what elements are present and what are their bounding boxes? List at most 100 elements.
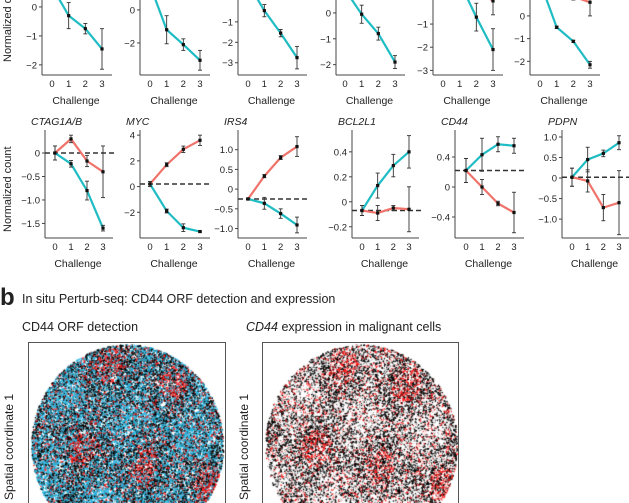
y-tick-label: −0.5 [21,172,40,183]
y-tick-label: 4 [130,131,135,142]
series-line-red [149,139,201,185]
y-tick-label: −1 [26,31,37,42]
series-line-red [361,206,410,215]
x-tick-label: 1 [262,79,267,90]
y-tick-label: −1.0 [214,224,233,235]
data-point [496,201,500,206]
x-axis-label: Challenge [150,95,197,107]
chart-panel-3: 0 −1 −2 0 1 2 3 Challenge [320,0,405,107]
data-point [555,25,559,29]
y-tick-label: 0.4 [334,147,347,158]
data-point [376,183,380,188]
x-tick-label: 2 [83,79,88,90]
series-line-cyan [58,0,103,50]
chart-panel-8: 1.0 0.5 0 −0.5 −1.0 0 1 2 3 Challenge IRS4 [214,116,309,270]
data-point [198,58,202,62]
series-line-cyan [465,143,515,172]
data-point [491,0,495,3]
series-line-cyan [154,0,201,62]
data-point [148,182,152,186]
y-tick-label: 0.5 [544,153,557,164]
data-point [101,170,105,174]
x-tick-label: 2 [278,79,283,90]
data-point [279,211,283,216]
series-line-cyan [466,0,494,51]
x-tick-label: 2 [84,242,89,253]
data-point [165,28,169,32]
series-line-cyan [149,183,201,233]
y-tick-label: −2 [26,60,37,71]
x-tick-label: 2 [278,242,283,253]
x-tick-label: 1 [585,242,590,253]
y-tick-label: −1.0 [538,215,557,226]
y-tick-label: 1.0 [220,145,233,156]
x-tick-label: 1 [262,242,267,253]
left-map-title: CD44 ORF detection [22,320,139,334]
right-map-frame [262,342,459,503]
data-point [165,209,169,213]
data-point [491,47,495,52]
plot-area [58,0,104,70]
series-line-red [465,169,515,214]
data-point [617,201,621,205]
series-line-cyan [350,0,396,63]
data-point [588,0,592,4]
data-point [198,229,202,234]
data-point [69,162,73,166]
data-point [67,14,71,18]
x-tick-label: 3 [511,242,516,253]
data-point [100,47,104,51]
x-tick-label: 0 [359,242,364,253]
chart-title: CTAG1A/B [31,116,82,128]
data-point [571,39,575,43]
x-axis-label: Challenge [54,258,101,270]
cd44-orf-detection-map [29,343,225,503]
y-tick-label: 0 [520,11,525,22]
series-line-cyan [54,152,105,229]
data-point [246,197,250,201]
data-point [474,15,478,19]
y-tick-label: −2 [222,38,233,49]
y-tick-label: 1.0 [544,132,557,143]
x-axis-label: Challenge [465,258,512,270]
data-point [262,201,266,205]
data-point [165,163,169,167]
x-axis-label: Challenge [540,95,587,107]
y-tick-label: 0.4 [437,153,450,164]
plot-area [545,0,592,69]
chart-title: PDPN [548,116,578,128]
x-tick-label: 0 [537,79,542,90]
y-tick-label: −2 [514,57,525,68]
y-tick-label: 0 [342,197,347,208]
x-tick-label: 0 [440,79,445,90]
plot-area [562,135,629,236]
data-point [198,138,202,142]
x-tick-label: 0 [49,79,54,90]
series-line-red [571,176,620,209]
x-tick-label: 0 [147,242,152,253]
x-tick-label: 2 [181,242,186,253]
data-point [480,153,484,157]
chart-panel-2: −1 −2 −3 0 1 2 3 Challenge [222,0,307,107]
x-axis-label: Challenge [346,95,393,107]
x-tick-label: 2 [376,79,381,90]
series-line-red [54,137,104,173]
x-tick-label: 0 [147,79,152,90]
plot-area [466,0,495,71]
series-line-cyan [247,197,298,226]
data-point [601,206,605,210]
y-tick-label: −0.4 [431,213,450,224]
data-point [586,157,590,162]
data-point [407,207,411,211]
y-tick-label: 2 [130,156,135,167]
right-map-title: CD44 expression in malignant cells [246,320,441,334]
y-tick-label: −0.2 [328,222,347,233]
data-point [295,223,299,227]
top-row-y-axis-label: Normalized c [2,0,14,62]
y-tick-label: −3 [417,66,428,77]
x-tick-label: 1 [375,242,380,253]
x-tick-label: 3 [294,242,299,253]
x-tick-label: 3 [294,79,299,90]
data-point [376,32,380,36]
